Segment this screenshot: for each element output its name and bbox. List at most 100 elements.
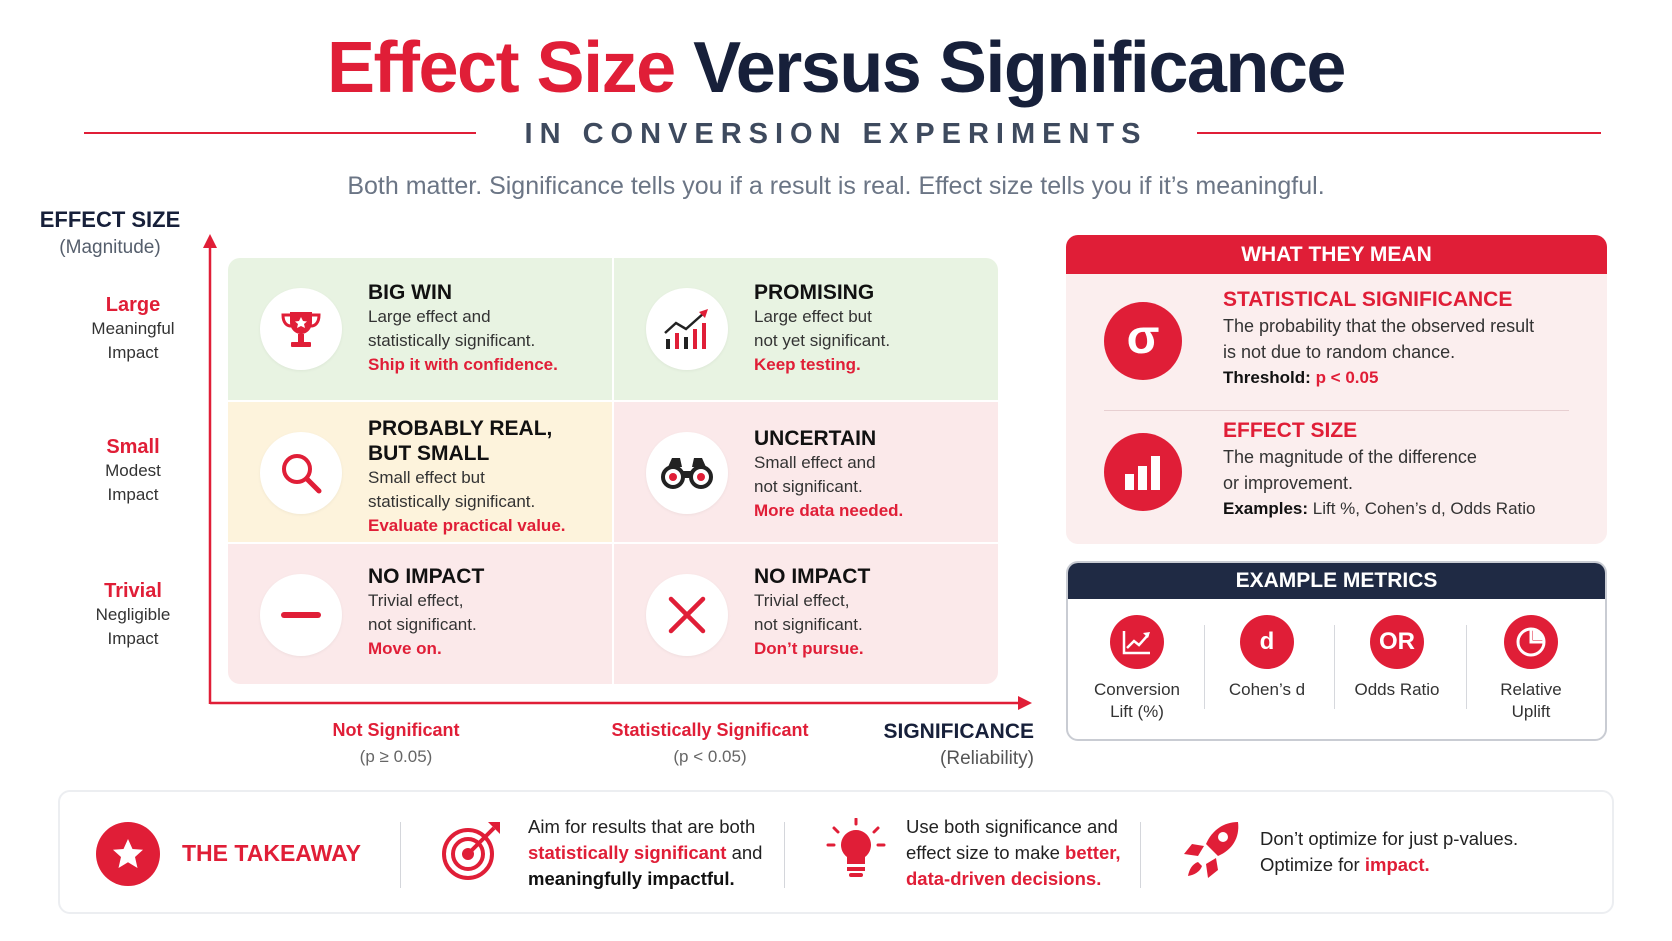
- takeaway-item-2: Use both significance and effect size to…: [906, 814, 1121, 892]
- title-part-1: Effect Size: [327, 28, 676, 108]
- metric-label: Relative: [1500, 680, 1562, 699]
- star-icon: [96, 822, 160, 886]
- row-label-title: Small: [106, 436, 160, 458]
- what-they-mean-panel: WHAT THEY MEAN σ STATISTICAL SIGNIFICANC…: [1066, 235, 1607, 544]
- row-label-small: Small Modest Impact: [62, 436, 204, 507]
- metric-label: Lift (%): [1110, 702, 1164, 721]
- takeaway-line: Aim for results that are both: [528, 816, 756, 837]
- metric-divider: [1334, 625, 1335, 709]
- row-label-desc: Impact: [107, 629, 159, 648]
- trophy-icon: [260, 288, 342, 370]
- example-metrics-panel: EXAMPLE METRICS Conversion Lift (%) d Co…: [1066, 561, 1607, 741]
- quadrant-title: PROBABLY REAL,: [368, 417, 553, 440]
- definition-desc: The probability that the observed result: [1223, 316, 1535, 336]
- line-chart-icon: [1110, 615, 1164, 669]
- tagline: Both matter. Significance tells you if a…: [347, 172, 1325, 200]
- metric-odds-ratio: OR Odds Ratio: [1332, 615, 1462, 701]
- row-label-desc: Negligible: [95, 605, 171, 624]
- effect-size-definition: EFFECT SIZE The magnitude of the differe…: [1066, 411, 1607, 544]
- takeaway-highlight: data-driven decisions.: [906, 868, 1102, 889]
- threshold-value: p < 0.05: [1315, 368, 1379, 387]
- examples-label: Examples:: [1223, 499, 1309, 518]
- x-icon: [646, 574, 728, 656]
- takeaway-line: meaningfully impactful.: [528, 868, 735, 889]
- x-axis-title: SIGNIFICANCE (Reliability): [862, 720, 1034, 770]
- quadrant-desc: not significant.: [368, 615, 477, 634]
- row-label-title: Trivial: [104, 580, 162, 602]
- panel-divider: [1104, 410, 1569, 411]
- quadrant-uncertain: UNCERTAIN Small effect and not significa…: [614, 402, 998, 542]
- takeaway-line: effect size to make: [906, 842, 1066, 863]
- definition-desc: The magnitude of the difference: [1223, 447, 1477, 467]
- quadrant-desc: Trivial effect,: [368, 591, 464, 610]
- x-axis-sub: (Reliability): [940, 748, 1034, 769]
- y-axis-label: EFFECT SIZE: [39, 207, 181, 232]
- metric-cohens-d: d Cohen’s d: [1202, 615, 1332, 701]
- lightbulb-icon: [826, 817, 886, 887]
- takeaway-bar: THE TAKEAWAY Aim for results that are bo…: [58, 790, 1614, 914]
- y-axis-sub: (Magnitude): [59, 237, 161, 258]
- trend-chart-icon: [646, 288, 728, 370]
- left-rule: [84, 132, 476, 134]
- magnifier-icon: [260, 432, 342, 514]
- metrics-header: EXAMPLE METRICS: [1068, 563, 1605, 599]
- takeaway-highlight: statistically significant: [528, 842, 727, 863]
- x-label-not-significant: Not Significant (p ≥ 0.05): [296, 720, 496, 767]
- row-label-large: Large Meaningful Impact: [62, 294, 204, 365]
- quadrant-title: PROMISING: [754, 281, 875, 304]
- quadrant-desc: Trivial effect,: [754, 591, 850, 610]
- metric-label: Odds Ratio: [1354, 680, 1440, 699]
- quadrant-desc: Small effect but: [368, 468, 485, 487]
- takeaway-item-3: Don’t optimize for just p-values. Optimi…: [1260, 826, 1518, 878]
- quadrant-desc: not significant.: [754, 477, 863, 496]
- quadrant-title: NO IMPACT: [754, 565, 871, 588]
- x-label-title: Statistically Significant: [611, 720, 809, 740]
- row-label-trivial: Trivial Negligible Impact: [62, 580, 204, 651]
- quadrant-title: NO IMPACT: [368, 565, 485, 588]
- x-axis-label: SIGNIFICANCE: [883, 720, 1034, 743]
- takeaway-line: Optimize for: [1260, 854, 1365, 875]
- quadrant-desc: Small effect and: [754, 453, 876, 472]
- quadrant-cta: Evaluate practical value.: [368, 516, 566, 535]
- metric-relative-uplift: Relative Uplift: [1466, 615, 1596, 723]
- quadrant-no-impact-2: NO IMPACT Trivial effect, not significan…: [614, 544, 998, 684]
- row-label-desc: Modest: [105, 461, 161, 480]
- quadrant-no-impact-1: NO IMPACT Trivial effect, not significan…: [228, 544, 612, 684]
- takeaway-line: Don’t optimize for just p-values.: [1260, 828, 1519, 849]
- sigma-icon: σ: [1104, 302, 1182, 380]
- x-label-significant: Statistically Significant (p < 0.05): [588, 720, 832, 767]
- panel-header: WHAT THEY MEAN: [1066, 235, 1607, 274]
- binoculars-icon: [646, 432, 728, 514]
- quadrant-desc: statistically significant.: [368, 492, 536, 511]
- bar-chart-icon: [1104, 433, 1182, 511]
- pie-chart-icon: [1504, 615, 1558, 669]
- quadrant-probably-real: PROBABLY REAL, BUT SMALL Small effect bu…: [228, 402, 612, 542]
- definition-title: STATISTICAL SIGNIFICANCE: [1223, 288, 1513, 311]
- definition-desc: or improvement.: [1223, 473, 1354, 493]
- y-axis-title: EFFECT SIZE (Magnitude): [30, 207, 190, 259]
- quadrant-title: UNCERTAIN: [754, 427, 877, 450]
- definition-desc: is not due to random chance.: [1223, 342, 1456, 362]
- quadrant-matrix: BIG WIN Large effect and statistically s…: [228, 258, 998, 684]
- page-title: Effect Size Versus Significance: [0, 28, 1672, 108]
- quadrant-cta: Move on.: [368, 639, 442, 658]
- x-label-title: Not Significant: [332, 720, 460, 740]
- title-part-2: Versus Significance: [693, 28, 1346, 108]
- sigma-glyph: σ: [1126, 311, 1160, 364]
- quadrant-desc: not yet significant.: [754, 331, 891, 350]
- minus-icon: [260, 574, 342, 656]
- right-rule: [1197, 132, 1601, 134]
- metric-label: Uplift: [1511, 702, 1551, 721]
- x-label-sub: (p < 0.05): [673, 747, 747, 766]
- row-label-desc: Impact: [107, 485, 159, 504]
- quadrant-big-win: BIG WIN Large effect and statistically s…: [228, 258, 612, 400]
- takeaway-highlight: impact.: [1364, 854, 1430, 875]
- quadrant-desc: not significant.: [754, 615, 863, 634]
- metric-label: Cohen’s d: [1228, 680, 1306, 699]
- threshold-label: Threshold:: [1223, 368, 1311, 387]
- quadrant-cta: Ship it with confidence.: [368, 355, 558, 374]
- quadrant-title: BUT SMALL: [368, 442, 490, 465]
- row-label-desc: Meaningful: [91, 319, 175, 338]
- metric-divider: [1204, 625, 1205, 709]
- quadrant-desc: Large effect and: [368, 307, 491, 326]
